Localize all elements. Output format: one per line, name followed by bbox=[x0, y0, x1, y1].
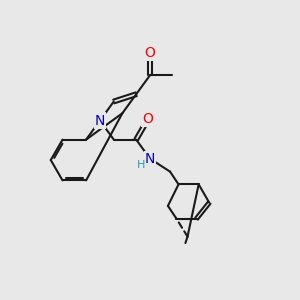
Text: H: H bbox=[136, 160, 145, 170]
Text: N: N bbox=[95, 114, 105, 128]
Text: N: N bbox=[145, 152, 155, 166]
Text: O: O bbox=[142, 112, 153, 126]
Text: O: O bbox=[145, 46, 155, 60]
